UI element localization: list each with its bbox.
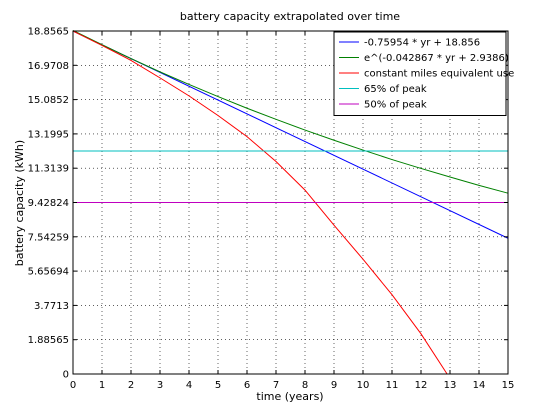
x-tick-label: 9 bbox=[331, 380, 337, 391]
y-tick-label: 3.7713 bbox=[34, 301, 69, 312]
y-tick-label: 18.8565 bbox=[28, 27, 69, 38]
y-tick-label: 15.0852 bbox=[28, 95, 69, 106]
x-tick-label: 4 bbox=[186, 380, 192, 391]
legend-label-0: -0.75954 * yr + 18.856 bbox=[364, 38, 480, 49]
x-tick-label: 12 bbox=[415, 380, 428, 391]
y-tick-label: 11.3139 bbox=[28, 164, 69, 175]
y-tick-label: 16.9708 bbox=[28, 61, 69, 72]
y-tick-label: 7.54259 bbox=[28, 232, 69, 243]
y-tick-label: 1.88565 bbox=[28, 335, 69, 346]
legend: -0.75954 * yr + 18.856 e^(-0.042867 * yr … bbox=[333, 31, 514, 116]
x-tick-label: 8 bbox=[302, 380, 308, 391]
x-tick-label: 11 bbox=[386, 380, 399, 391]
x-tick-label: 0 bbox=[70, 380, 76, 391]
series-line-1 bbox=[72, 29, 509, 194]
x-tick-label: 5 bbox=[215, 380, 221, 391]
chart-title: battery capacity extrapolated over time bbox=[180, 10, 400, 23]
x-tick-label: 6 bbox=[244, 380, 250, 391]
y-tick-label: 9.42824 bbox=[28, 198, 69, 209]
legend-label-4: 50% of peak bbox=[364, 100, 427, 111]
x-tick-label: 7 bbox=[273, 380, 279, 391]
x-tick-label: 14 bbox=[473, 380, 486, 391]
legend-label-3: 65% of peak bbox=[364, 84, 427, 95]
series-group bbox=[72, 29, 509, 375]
x-tick-label: 2 bbox=[128, 380, 134, 391]
legend-label-1: e^(-0.042867 * yr + 2.9386) bbox=[364, 53, 509, 64]
x-tick-label: 13 bbox=[444, 380, 457, 391]
y-tick-label: 13.1995 bbox=[28, 129, 69, 140]
x-tick-label: 15 bbox=[502, 380, 515, 391]
y-axis-label: battery capacity (kWh) bbox=[13, 140, 26, 266]
x-axis-label: time (years) bbox=[256, 390, 323, 403]
legend-box bbox=[333, 31, 507, 116]
y-tick-label: 5.65694 bbox=[28, 267, 69, 278]
x-tick-label: 1 bbox=[99, 380, 105, 391]
x-tick-label: 3 bbox=[157, 380, 163, 391]
legend-label-2: constant miles equivalent use bbox=[364, 69, 514, 80]
series-line-2 bbox=[72, 30, 448, 375]
tick-labels: 0 1 2 3 4 5 6 7 8 9 10 11 12 13 14 1501.885653.77135.65… bbox=[28, 27, 515, 392]
x-tick-label: 10 bbox=[357, 380, 370, 391]
y-tick-label: 0 bbox=[63, 370, 69, 381]
